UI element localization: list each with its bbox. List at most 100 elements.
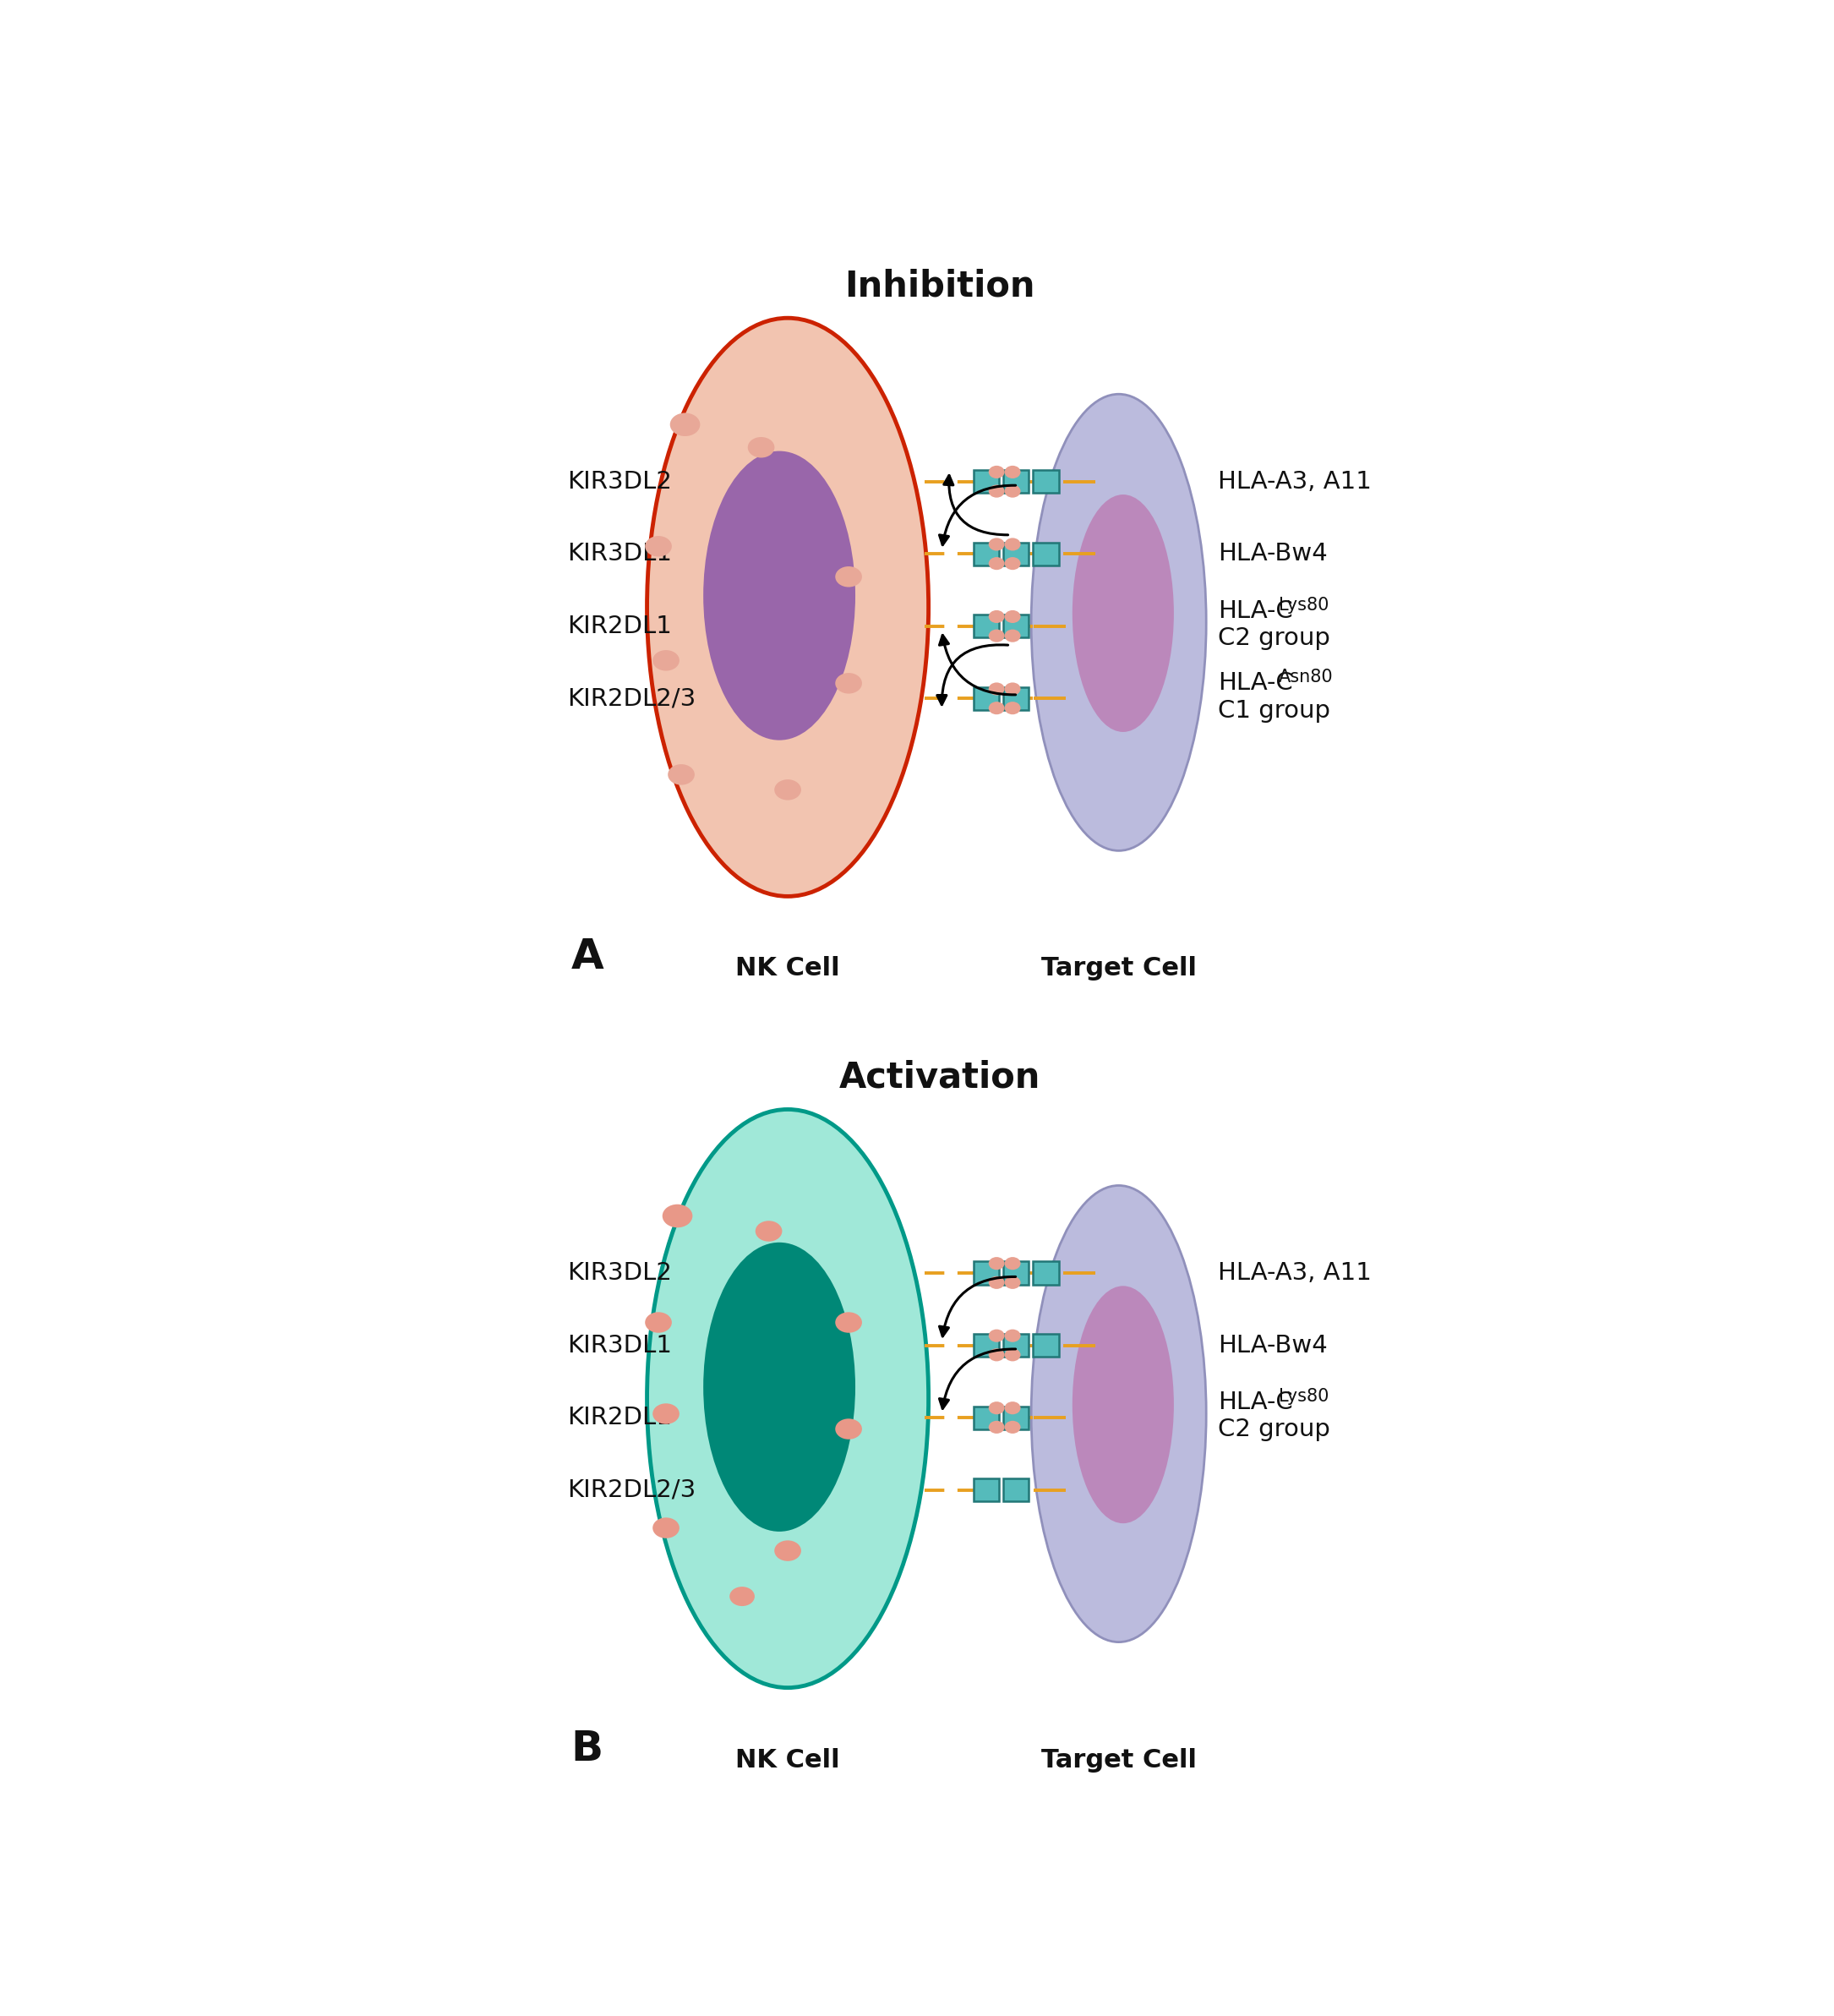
Text: KIR3DL2: KIR3DL2 (567, 470, 671, 494)
Text: Asn80: Asn80 (1278, 669, 1333, 685)
Text: KIR2DL1: KIR2DL1 (567, 1405, 671, 1429)
Ellipse shape (730, 1587, 754, 1607)
Text: HLA-C: HLA-C (1218, 599, 1293, 623)
Ellipse shape (1073, 494, 1174, 732)
FancyBboxPatch shape (974, 470, 1000, 494)
FancyBboxPatch shape (1003, 1335, 1029, 1357)
Ellipse shape (989, 1329, 1005, 1343)
Ellipse shape (653, 1518, 679, 1538)
FancyBboxPatch shape (1033, 470, 1058, 494)
Ellipse shape (1031, 1185, 1207, 1643)
Ellipse shape (702, 452, 855, 740)
Text: Lys80: Lys80 (1278, 1387, 1328, 1405)
Ellipse shape (989, 683, 1005, 696)
Text: HLA-Bw4: HLA-Bw4 (1218, 542, 1328, 566)
Ellipse shape (989, 611, 1005, 623)
Text: A: A (570, 937, 603, 978)
FancyBboxPatch shape (974, 687, 1000, 710)
Ellipse shape (1005, 629, 1020, 643)
Ellipse shape (669, 413, 701, 435)
Text: KIR3DL1: KIR3DL1 (567, 542, 671, 566)
Ellipse shape (1005, 1258, 1020, 1270)
FancyBboxPatch shape (1003, 1262, 1029, 1284)
Text: KIR2DL2/3: KIR2DL2/3 (567, 687, 695, 710)
Text: C2 group: C2 group (1218, 1417, 1330, 1441)
Ellipse shape (989, 1276, 1005, 1288)
Ellipse shape (1005, 683, 1020, 696)
Ellipse shape (989, 466, 1005, 478)
Ellipse shape (1005, 702, 1020, 714)
Ellipse shape (989, 1349, 1005, 1361)
FancyBboxPatch shape (974, 542, 1000, 564)
Text: B: B (570, 1728, 603, 1768)
FancyBboxPatch shape (1033, 1262, 1058, 1284)
Text: NK Cell: NK Cell (735, 956, 840, 982)
FancyBboxPatch shape (974, 615, 1000, 637)
Ellipse shape (756, 1222, 781, 1242)
Ellipse shape (702, 1242, 855, 1532)
Ellipse shape (668, 764, 695, 784)
Text: Activation: Activation (840, 1060, 1040, 1095)
Ellipse shape (1005, 556, 1020, 571)
Ellipse shape (834, 566, 862, 587)
Ellipse shape (1005, 611, 1020, 623)
FancyBboxPatch shape (974, 1407, 1000, 1429)
Text: Lys80: Lys80 (1278, 597, 1328, 613)
Text: Target Cell: Target Cell (1042, 956, 1196, 982)
Ellipse shape (1031, 393, 1207, 851)
Text: KIR2DL2/3: KIR2DL2/3 (567, 1478, 695, 1502)
FancyBboxPatch shape (1033, 1335, 1058, 1357)
Ellipse shape (834, 673, 862, 694)
Ellipse shape (834, 1312, 862, 1333)
Ellipse shape (1005, 466, 1020, 478)
Ellipse shape (646, 1312, 671, 1333)
Text: Target Cell: Target Cell (1042, 1748, 1196, 1772)
Ellipse shape (989, 538, 1005, 550)
FancyBboxPatch shape (974, 1262, 1000, 1284)
Ellipse shape (774, 780, 801, 800)
Text: C2 group: C2 group (1218, 627, 1330, 651)
Ellipse shape (1005, 538, 1020, 550)
Text: KIR2DL1: KIR2DL1 (567, 615, 671, 637)
FancyBboxPatch shape (1033, 542, 1058, 564)
Ellipse shape (989, 629, 1005, 643)
Ellipse shape (653, 649, 679, 671)
Text: HLA-A3, A11: HLA-A3, A11 (1218, 470, 1372, 494)
FancyBboxPatch shape (974, 1478, 1000, 1502)
Ellipse shape (989, 702, 1005, 714)
Ellipse shape (989, 556, 1005, 571)
Ellipse shape (1005, 1421, 1020, 1433)
Ellipse shape (834, 1419, 862, 1439)
Text: C1 group: C1 group (1218, 700, 1330, 722)
Text: KIR3DL2: KIR3DL2 (567, 1262, 671, 1284)
FancyBboxPatch shape (1003, 470, 1029, 494)
FancyBboxPatch shape (974, 1335, 1000, 1357)
Text: Inhibition: Inhibition (845, 268, 1034, 304)
Text: HLA-A3, A11: HLA-A3, A11 (1218, 1262, 1372, 1284)
Ellipse shape (1005, 484, 1020, 498)
Ellipse shape (647, 1109, 928, 1687)
Ellipse shape (774, 1540, 801, 1560)
Ellipse shape (647, 319, 928, 897)
Ellipse shape (748, 437, 774, 458)
Text: KIR3DL1: KIR3DL1 (567, 1333, 671, 1357)
Text: NK Cell: NK Cell (735, 1748, 840, 1772)
FancyBboxPatch shape (1003, 687, 1029, 710)
Ellipse shape (989, 1421, 1005, 1433)
Ellipse shape (989, 1258, 1005, 1270)
Text: HLA-C: HLA-C (1218, 1391, 1293, 1413)
Ellipse shape (653, 1403, 679, 1423)
FancyBboxPatch shape (1003, 542, 1029, 564)
Text: HLA-C: HLA-C (1218, 671, 1293, 696)
Ellipse shape (662, 1204, 693, 1228)
Ellipse shape (989, 1401, 1005, 1415)
Ellipse shape (1073, 1286, 1174, 1524)
Ellipse shape (1005, 1401, 1020, 1415)
Ellipse shape (646, 536, 671, 556)
Text: HLA-Bw4: HLA-Bw4 (1218, 1333, 1328, 1357)
Ellipse shape (1005, 1276, 1020, 1288)
Ellipse shape (1005, 1329, 1020, 1343)
FancyBboxPatch shape (1003, 1478, 1029, 1502)
FancyBboxPatch shape (1003, 1407, 1029, 1429)
FancyBboxPatch shape (1003, 615, 1029, 637)
